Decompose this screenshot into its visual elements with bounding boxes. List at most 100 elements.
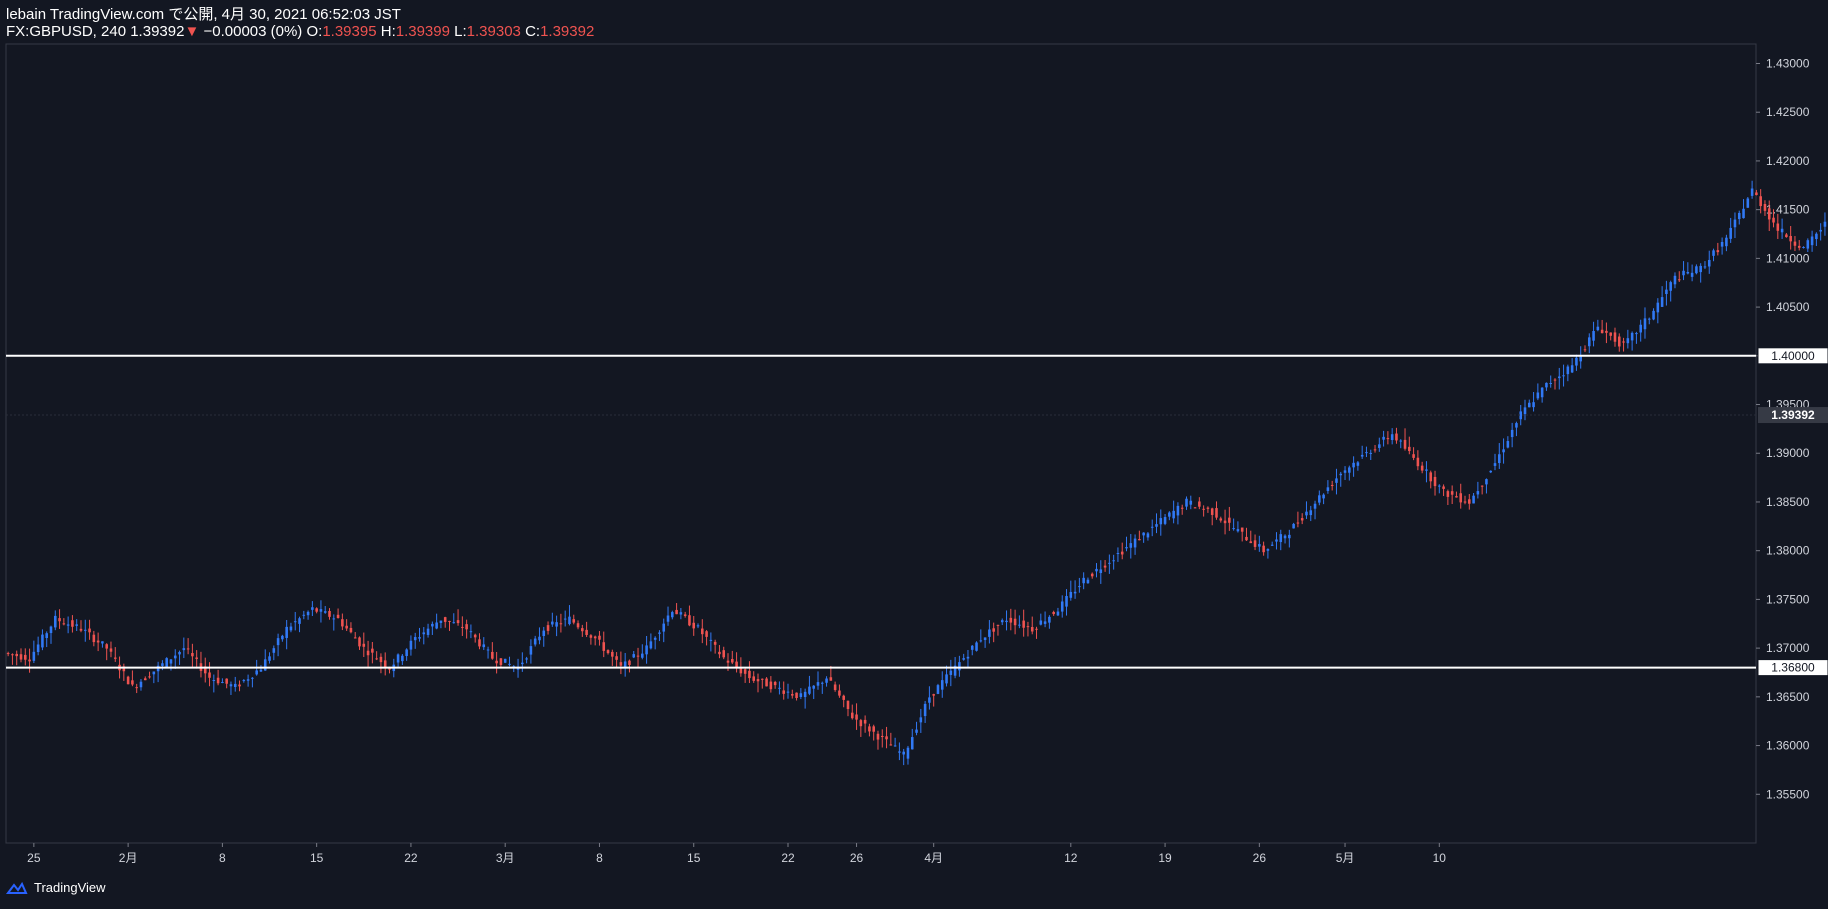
high-value: 1.39399: [395, 23, 450, 40]
candle-body: [1378, 444, 1381, 448]
candle-body: [1313, 503, 1317, 509]
candle-body: [388, 668, 391, 670]
candle-body: [868, 726, 871, 732]
candle-body: [1703, 266, 1707, 268]
candle-body: [195, 657, 198, 659]
candle-body: [71, 620, 74, 627]
candle-body: [1647, 318, 1651, 320]
candle-body: [731, 658, 734, 663]
time-tick-label: 25: [27, 851, 41, 865]
candle-body: [1759, 196, 1762, 207]
candle-body: [79, 628, 83, 631]
price-tick-label: 1.37000: [1766, 641, 1810, 655]
candle-body: [1656, 302, 1660, 313]
candle-body: [1549, 382, 1552, 384]
candle-body: [842, 695, 845, 700]
candle-body: [1026, 626, 1030, 628]
candle-body: [953, 665, 957, 676]
candle-body: [611, 651, 614, 657]
candle-body: [1669, 282, 1672, 291]
candle-body: [32, 651, 36, 661]
candle-body: [1622, 341, 1625, 343]
candle-body: [1613, 332, 1617, 342]
candle-body: [495, 660, 498, 664]
candle-body: [1635, 333, 1638, 335]
candle-body: [739, 667, 743, 674]
candle-body: [1733, 219, 1737, 228]
candle-body: [238, 684, 241, 687]
candle-body: [1450, 491, 1454, 495]
candle-body: [756, 679, 760, 682]
candle-body: [375, 658, 378, 660]
candle-body: [306, 611, 310, 616]
candle-body: [148, 676, 151, 678]
candle-body: [761, 678, 764, 680]
candle-body: [1489, 470, 1493, 473]
candle-body: [1022, 620, 1025, 628]
candle-body: [880, 735, 884, 737]
price-tick-label: 1.43000: [1766, 56, 1810, 70]
candle-body: [645, 645, 648, 655]
candle-body: [1737, 212, 1741, 220]
candle-body: [1562, 375, 1565, 377]
candle-body: [263, 659, 267, 671]
candle-body: [1429, 472, 1433, 482]
candle-body: [1665, 289, 1668, 295]
candle-body: [396, 654, 400, 663]
candle-body: [803, 691, 807, 698]
candle-body: [221, 682, 224, 684]
candle-body: [688, 615, 691, 626]
candle-body: [1579, 355, 1582, 362]
price-tick-label: 1.38500: [1766, 495, 1810, 509]
candle-body: [1763, 203, 1767, 211]
candle-body: [1300, 518, 1304, 521]
open-label: O:: [306, 23, 323, 40]
candle-body: [311, 607, 314, 610]
candle-body: [769, 681, 773, 690]
candle-body: [1725, 237, 1728, 247]
candle-body: [1129, 543, 1133, 548]
candle-body: [1575, 357, 1578, 366]
candle-body: [859, 720, 863, 727]
candle-body: [1797, 245, 1801, 248]
candle-body: [461, 626, 464, 628]
candle-body: [6, 653, 10, 655]
candle-body: [1789, 235, 1792, 242]
candle-body: [19, 654, 23, 660]
tradingview-cloud-icon: [6, 881, 28, 894]
candle-body: [465, 624, 468, 630]
publish-line: lebain TradingView.com で公開, 4月 30, 2021 …: [6, 6, 1206, 23]
candle-body: [1686, 272, 1690, 274]
candle-body: [962, 658, 965, 660]
candle-body: [298, 618, 301, 624]
candle-body: [589, 635, 593, 638]
candle-body: [872, 726, 875, 732]
candle-body: [452, 622, 456, 624]
candle-body: [928, 697, 931, 703]
candle-body: [1382, 436, 1385, 440]
candle-body: [169, 659, 173, 664]
candle-body: [41, 634, 44, 648]
candle-body: [1292, 523, 1295, 529]
candle-body: [555, 622, 558, 627]
candle-body: [1142, 532, 1145, 536]
candle-body: [482, 644, 486, 648]
candle-body: [28, 659, 31, 662]
candle-body: [58, 618, 61, 622]
candle-body: [529, 646, 533, 655]
candle-body: [401, 655, 404, 662]
candle-body: [1528, 402, 1531, 408]
price-tick-label: 1.41500: [1766, 203, 1810, 217]
candle-body: [910, 737, 914, 750]
candle-body: [1660, 297, 1664, 307]
time-tick-label: 15: [687, 851, 701, 865]
time-tick-label: 26: [1253, 851, 1267, 865]
candle-body: [932, 694, 935, 696]
candle-body: [216, 677, 220, 684]
tradingview-logo[interactable]: TradingView: [6, 880, 106, 895]
candle-body: [632, 654, 636, 658]
candle-body: [491, 651, 494, 659]
candle-body: [405, 649, 408, 657]
candle-body: [1677, 279, 1681, 281]
